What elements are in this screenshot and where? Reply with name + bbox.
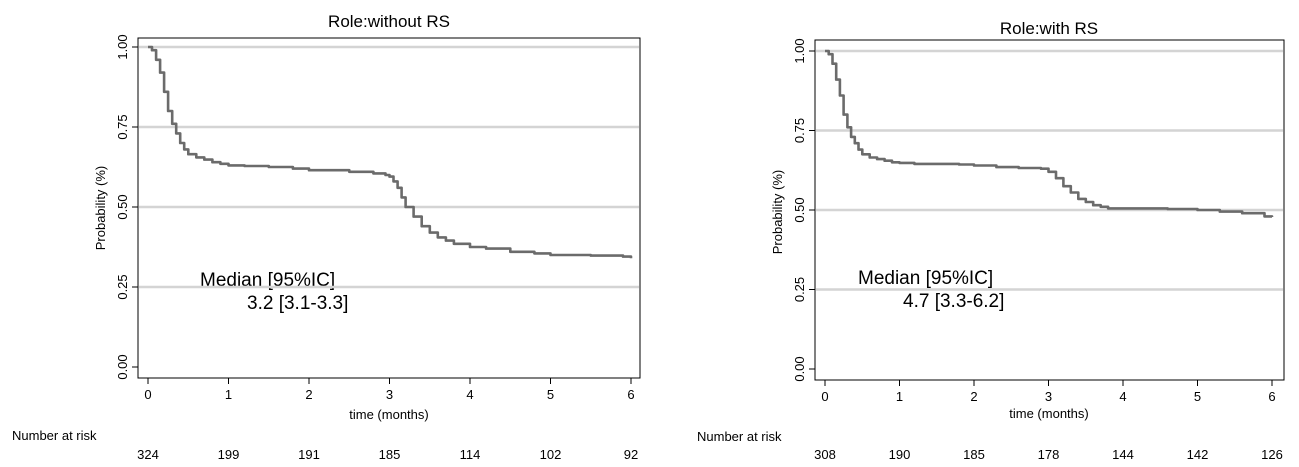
y-tick-label: 0.25 <box>792 277 807 302</box>
y-tick-label: 0.75 <box>792 118 807 143</box>
y-tick-label: 0.00 <box>115 354 130 379</box>
x-tick-label: 5 <box>1194 389 1201 404</box>
x-tick-label: 1 <box>225 387 232 402</box>
survival-curves <box>825 49 1274 218</box>
x-tick-label: 3 <box>1045 389 1052 404</box>
chart-without-rs: Role:without RS Probability (%) time (mo… <box>12 12 641 462</box>
x-tick-label: 5 <box>547 387 554 402</box>
risk-count: 126 <box>1261 447 1283 462</box>
x-tick-label: 0 <box>144 387 151 402</box>
risk-table-values: 308 190 185 178 144 142 126 <box>814 447 1283 462</box>
y-ticks: 0.00 0.25 0.50 0.75 1.00 <box>792 38 815 382</box>
risk-count: 324 <box>137 447 159 462</box>
chart-title: Role:without RS <box>328 12 450 31</box>
median-value: 3.2 [3.1-3.3] <box>247 293 348 314</box>
risk-count: 308 <box>814 447 836 462</box>
y-tick-label: 1.00 <box>792 38 807 63</box>
risk-table-label: Number at risk <box>697 429 782 444</box>
risk-count: 185 <box>963 447 985 462</box>
y-axis-label: Probability (%) <box>770 170 785 255</box>
x-tick-label: 0 <box>821 389 828 404</box>
chart-with-rs: Role:with RS Probability (%) time (month… <box>697 19 1285 462</box>
median-label: Median [95%IC] <box>858 268 993 289</box>
y-axis-label: Probability (%) <box>93 166 108 251</box>
x-tick-label: 1 <box>896 389 903 404</box>
risk-count: 178 <box>1038 447 1060 462</box>
x-tick-label: 2 <box>970 389 977 404</box>
survival-curve <box>148 45 633 259</box>
y-tick-label: 0.00 <box>792 356 807 381</box>
risk-table-label: Number at risk <box>12 428 97 443</box>
x-tick-label: 2 <box>305 387 312 402</box>
risk-count: 144 <box>1112 447 1134 462</box>
x-ticks: 0 1 2 3 4 5 6 <box>821 380 1276 404</box>
x-tick-label: 6 <box>1268 389 1275 404</box>
risk-count: 199 <box>218 447 240 462</box>
risk-count: 114 <box>460 447 481 462</box>
risk-table-values: 324 199 191 185 114 102 92 <box>137 447 638 462</box>
gridlines <box>816 49 1283 291</box>
x-tick-label: 3 <box>386 387 393 402</box>
x-ticks: 0 1 2 3 4 5 6 <box>144 378 635 402</box>
y-tick-label: 0.50 <box>792 197 807 222</box>
survival-curve <box>825 49 1274 218</box>
y-tick-label: 0.50 <box>115 194 130 219</box>
x-axis-label: time (months) <box>349 407 428 422</box>
survival-curves <box>148 45 633 259</box>
gridlines <box>139 45 639 289</box>
chart-title: Role:with RS <box>1000 19 1098 38</box>
risk-count: 142 <box>1187 447 1209 462</box>
risk-count: 191 <box>298 447 320 462</box>
median-value: 4.7 [3.3-6.2] <box>903 291 1004 312</box>
y-tick-label: 1.00 <box>115 34 130 59</box>
x-axis-label: time (months) <box>1009 406 1088 421</box>
x-tick-label: 4 <box>466 387 473 402</box>
risk-count: 190 <box>889 447 911 462</box>
y-ticks: 0.00 0.25 0.50 0.75 1.00 <box>115 34 138 380</box>
risk-count: 185 <box>379 447 401 462</box>
risk-count: 102 <box>540 447 562 462</box>
y-tick-label: 0.25 <box>115 274 130 299</box>
x-tick-label: 6 <box>627 387 634 402</box>
risk-count: 92 <box>624 447 638 462</box>
x-tick-label: 4 <box>1119 389 1126 404</box>
y-tick-label: 0.75 <box>115 114 130 139</box>
